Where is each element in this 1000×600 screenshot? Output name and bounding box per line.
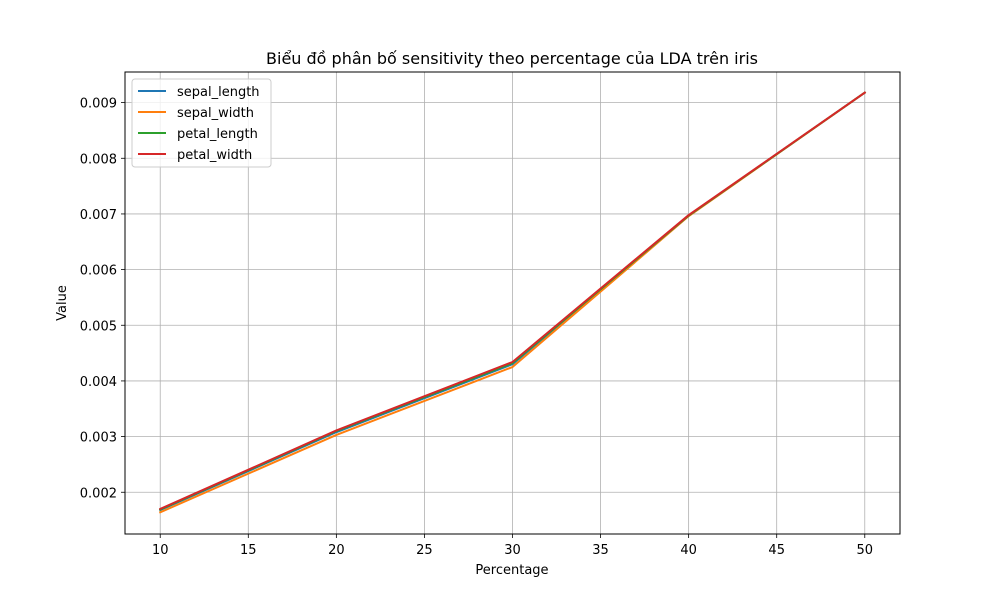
x-tick-label: 40 [680, 543, 697, 558]
y-tick-label: 0.009 [80, 97, 117, 112]
y-tick-label: 0.004 [80, 375, 117, 390]
y-tick-label: 0.002 [80, 486, 117, 501]
y-tick-label: 0.007 [80, 208, 117, 223]
x-tick-label: 45 [768, 543, 785, 558]
x-tick-label: 50 [856, 543, 873, 558]
axis-ticks: 10 15 20 25 30 35 40 45 50 0.002 0.003 0.004 0.005 0.… [80, 97, 873, 558]
series-lines [158, 91, 867, 514]
grid [125, 72, 900, 534]
legend-label: petal_width [177, 148, 252, 163]
y-tick-label: 0.008 [80, 152, 117, 167]
x-axis-label: Percentage [475, 563, 548, 578]
legend-box [131, 78, 272, 168]
legend-label: sepal_width [177, 106, 254, 121]
x-tick-label: 25 [416, 543, 433, 558]
y-tick-label: 0.003 [80, 431, 117, 446]
x-tick-label: 30 [504, 543, 521, 558]
x-tick-label: 10 [152, 543, 169, 558]
y-axis-label: Value [55, 285, 70, 321]
legend-label: sepal_length [177, 85, 260, 100]
chart-title: Biểu đồ phân bố sensitivity theo percent… [266, 49, 758, 68]
y-tick-label: 0.006 [80, 264, 117, 279]
series-line-petal-width [158, 91, 867, 511]
y-tick-label: 0.005 [80, 319, 117, 334]
legend-label: petal_length [177, 127, 258, 142]
x-tick-label: 15 [240, 543, 257, 558]
x-tick-label: 35 [592, 543, 609, 558]
legend: sepal_length sepal_width petal_lengthpetal… [131, 78, 272, 168]
x-tick-label: 20 [328, 543, 345, 558]
